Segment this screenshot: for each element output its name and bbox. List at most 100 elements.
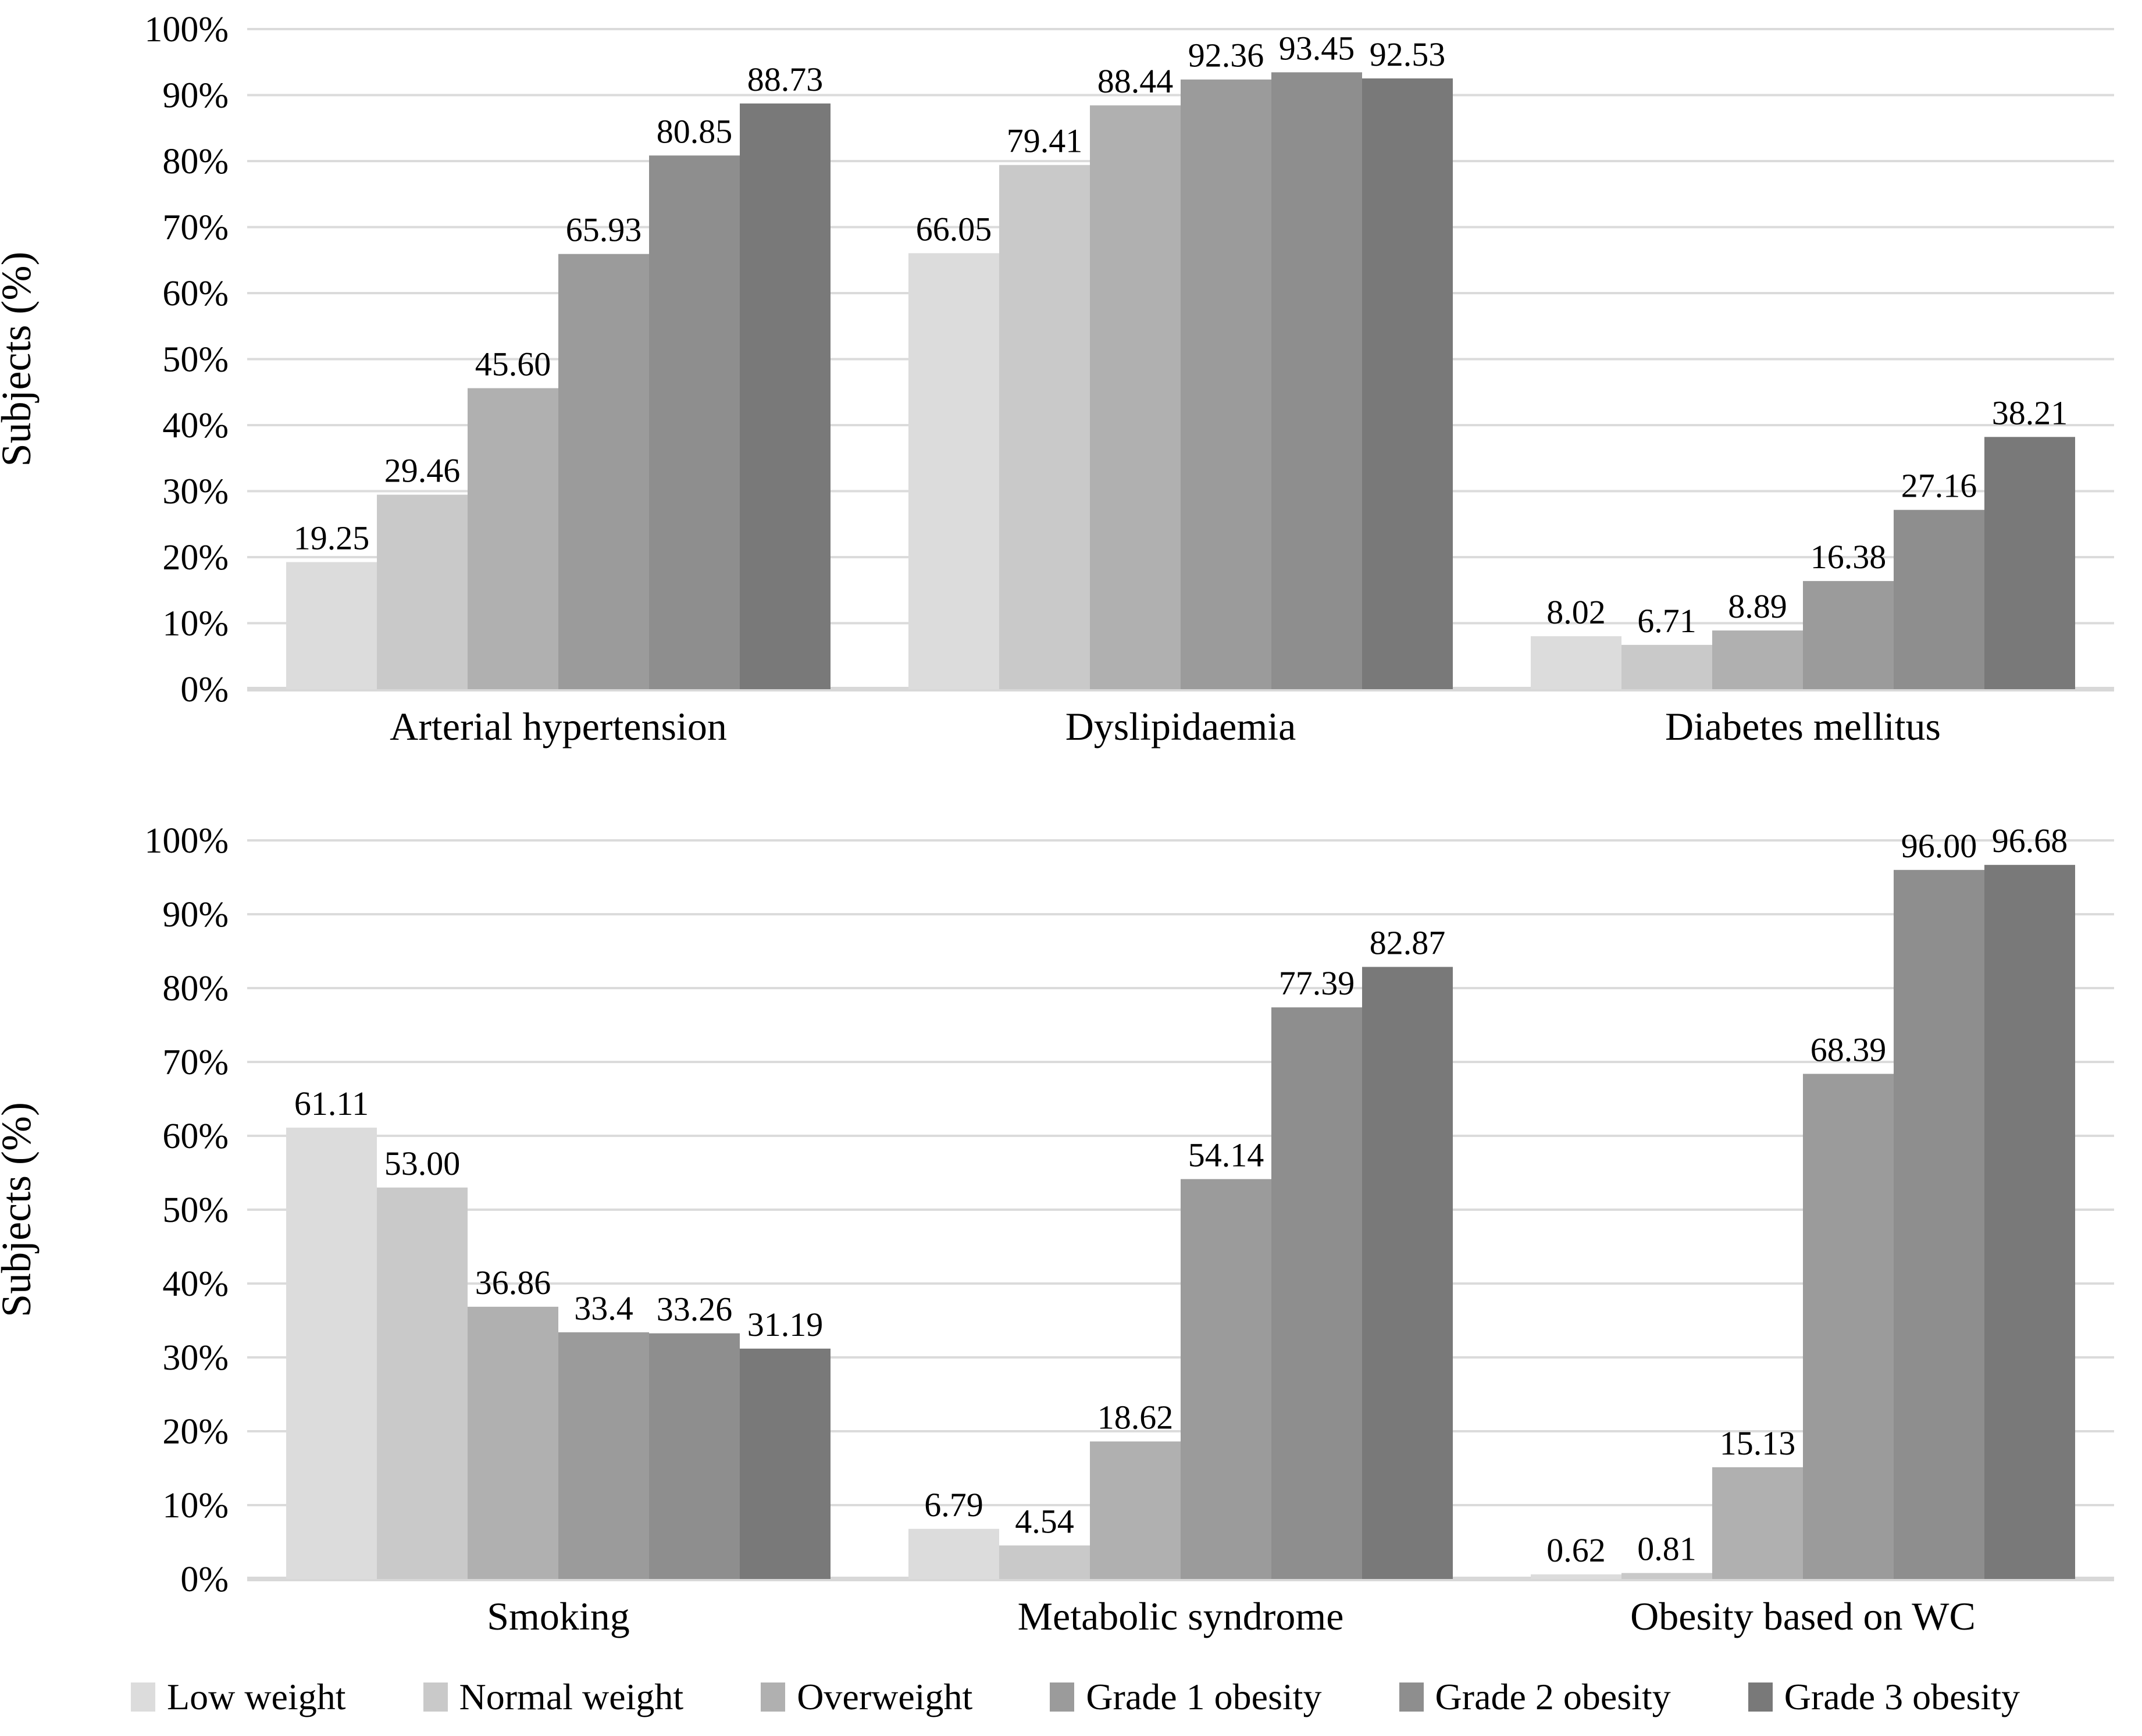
bar (1984, 865, 2075, 1579)
value-label: 68.39 (1810, 1031, 1887, 1068)
value-label: 6.71 (1637, 602, 1697, 640)
value-label: 65.93 (566, 211, 642, 249)
legend-item: Low weight (131, 1678, 346, 1716)
value-label: 92.53 (1370, 35, 1446, 73)
bar (558, 254, 649, 690)
y-tick-label: 80% (162, 142, 229, 181)
bar (1712, 630, 1803, 689)
y-tick-label: 0% (180, 1560, 229, 1599)
value-label: 79.41 (1007, 122, 1083, 160)
bar (1090, 1441, 1181, 1579)
bar (1090, 105, 1181, 689)
category-label: Metabolic syndrome (1018, 1594, 1344, 1638)
legend: Low weight Normal weight Overweight Grade 1… (0, 1662, 2142, 1732)
bar (1271, 72, 1362, 689)
value-label: 54.14 (1188, 1136, 1264, 1174)
bar (377, 494, 468, 689)
bar (999, 1545, 1090, 1579)
legend-swatch-icon (1050, 1682, 1075, 1712)
bar (740, 103, 831, 690)
value-label: 19.25 (294, 519, 370, 557)
bar (908, 1528, 999, 1579)
category-label: Obesity based on WC (1630, 1594, 1976, 1638)
bar (1531, 1574, 1621, 1579)
bar (1362, 78, 1453, 689)
value-label: 45.60 (475, 345, 551, 383)
value-label: 33.4 (574, 1289, 633, 1327)
value-label: 29.46 (384, 452, 461, 490)
legend-swatch-icon (423, 1682, 448, 1712)
category-label: Dyslipidaemia (1065, 704, 1296, 748)
bar (1984, 437, 2075, 689)
value-label: 53.00 (384, 1145, 461, 1182)
value-label: 8.89 (1728, 587, 1787, 625)
value-label: 18.62 (1097, 1399, 1174, 1436)
bottom-bar-chart: 0% 10% 20% 30% 40% 50% 60% 70% 80% 90% 100% 61.11 53… (0, 821, 2114, 1638)
bar (740, 1348, 831, 1579)
bar (1894, 869, 1984, 1579)
bar (558, 1332, 649, 1579)
bar (1621, 644, 1712, 689)
value-label: 8.02 (1546, 593, 1606, 631)
y-tick-label: 60% (162, 1117, 229, 1156)
bar (649, 155, 740, 689)
bar (286, 1127, 377, 1579)
value-label: 82.87 (1370, 924, 1446, 962)
y-tick-label: 50% (162, 340, 229, 380)
bar (999, 165, 1090, 689)
bar (1271, 1007, 1362, 1579)
y-axis-title: Subjects (%) (0, 252, 40, 467)
legend-swatch-icon (1748, 1682, 1773, 1712)
value-label: 38.21 (1992, 394, 2068, 432)
value-label: 6.79 (924, 1486, 983, 1524)
value-label: 88.73 (747, 60, 824, 98)
bar (1803, 581, 1894, 689)
bar (1894, 509, 1984, 689)
value-label: 36.86 (475, 1264, 551, 1302)
legend-label: Low weight (167, 1676, 346, 1717)
bar (1621, 1573, 1712, 1579)
legend-swatch-icon (761, 1682, 786, 1712)
y-tick-label: 10% (162, 604, 229, 644)
y-tick-label: 70% (162, 208, 229, 248)
value-label: 96.68 (1992, 822, 2068, 860)
legend-swatch-icon (1399, 1682, 1424, 1712)
y-axis-title: Subjects (%) (0, 1102, 40, 1317)
bar (468, 388, 558, 689)
bar (1531, 636, 1621, 689)
legend-label: Normal weight (459, 1676, 684, 1717)
legend-label: Grade 3 obesity (1784, 1676, 2020, 1717)
legend-item: Grade 1 obesity (1050, 1678, 1322, 1716)
y-tick-label: 40% (162, 1264, 229, 1304)
y-tick-label: 10% (162, 1486, 229, 1525)
bar (1712, 1467, 1803, 1579)
y-tick-label: 80% (162, 969, 229, 1008)
bar (1803, 1074, 1894, 1579)
y-tick-label: 50% (162, 1190, 229, 1230)
y-tick-label: 30% (162, 472, 229, 512)
y-tick-label: 0% (180, 670, 229, 710)
value-label: 80.85 (657, 112, 733, 150)
legend-item: Grade 2 obesity (1399, 1678, 1671, 1716)
value-label: 4.54 (1015, 1502, 1074, 1540)
legend-item: Normal weight (423, 1676, 684, 1717)
bar (377, 1187, 468, 1579)
y-tick-label: 100% (144, 10, 229, 49)
value-label: 66.05 (916, 210, 992, 248)
value-label: 61.11 (294, 1085, 369, 1122)
bottom-chart-panel: 0% 10% 20% 30% 40% 50% 60% 70% 80% 90% 100% 61.11 53… (0, 773, 2142, 1655)
category-label: Diabetes mellitus (1665, 704, 1941, 748)
y-tick-label: 20% (162, 538, 229, 578)
y-tick-label: 90% (162, 76, 229, 116)
value-label: 92.36 (1188, 37, 1264, 74)
value-label: 16.38 (1810, 538, 1887, 576)
value-label: 15.13 (1720, 1424, 1796, 1462)
bar (649, 1333, 740, 1579)
y-tick-label: 60% (162, 274, 229, 313)
y-tick-label: 70% (162, 1043, 229, 1082)
top-bar-chart: 0% 10% 20% 30% 40% 50% 60% 70% 80% 90% 100% 19.25 29… (0, 10, 2114, 748)
y-tick-label: 90% (162, 895, 229, 935)
value-label: 0.62 (1546, 1531, 1606, 1569)
value-label: 31.19 (747, 1306, 824, 1343)
category-label: Smoking (487, 1594, 630, 1638)
